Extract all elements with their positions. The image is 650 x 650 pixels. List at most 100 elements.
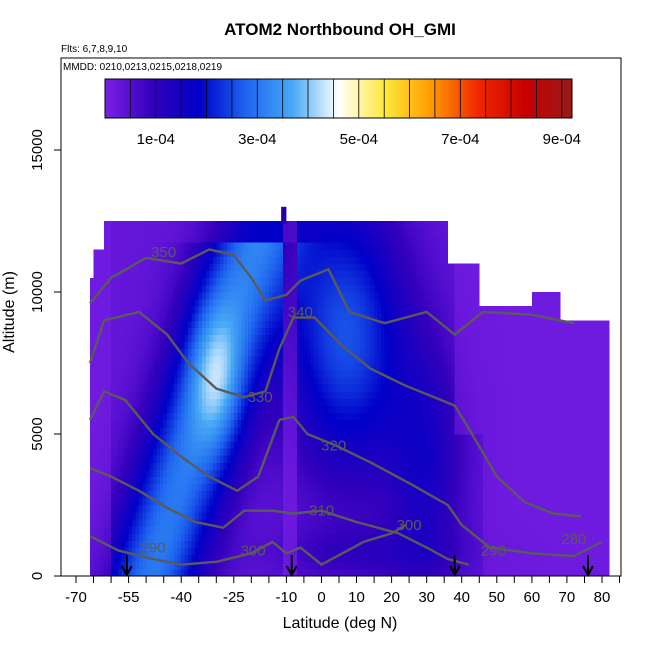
- heatmap-cell: [118, 441, 122, 449]
- heatmap-cell: [289, 299, 294, 307]
- heatmap-cell: [279, 519, 284, 527]
- heatmap-cell: [114, 568, 119, 576]
- heatmap-cell: [156, 441, 161, 449]
- heatmap-cell: [279, 554, 284, 563]
- heatmap-cell: [240, 221, 245, 229]
- heatmap-cell: [156, 540, 161, 548]
- heatmap-cell: [142, 306, 147, 314]
- heatmap-cell: [244, 490, 249, 499]
- heatmap-cell: [128, 370, 133, 378]
- heatmap-cell: [433, 363, 438, 371]
- heatmap-cell: [279, 249, 284, 257]
- heatmap-cell: [97, 455, 101, 463]
- heatmap-cell: [342, 313, 347, 321]
- heatmap-cell: [307, 377, 312, 385]
- heatmap-cell: [181, 505, 186, 513]
- heatmap-cell: [339, 228, 343, 236]
- heatmap-cell: [244, 526, 249, 534]
- heatmap-cell: [128, 505, 133, 513]
- heatmap-cell: [188, 341, 193, 350]
- heatmap-cell: [90, 441, 94, 449]
- heatmap-cell: [118, 483, 122, 492]
- heatmap-cell: [388, 327, 392, 335]
- heatmap-cell: [339, 469, 343, 477]
- heatmap-cell: [163, 448, 168, 456]
- heatmap-cell: [135, 533, 140, 541]
- heatmap-cell: [93, 348, 98, 357]
- heatmap-cell: [321, 327, 326, 335]
- heatmap-cell: [114, 306, 119, 314]
- heatmap-cell: [328, 448, 333, 456]
- heatmap-cell: [419, 348, 424, 357]
- heatmap-cell: [223, 419, 228, 428]
- heatmap-cell: [363, 497, 368, 506]
- heatmap-cell: [132, 355, 137, 364]
- heatmap-cell: [303, 355, 308, 364]
- heatmap-cell: [223, 313, 228, 321]
- heatmap-cell: [268, 249, 273, 257]
- heatmap-cell: [188, 490, 193, 499]
- heatmap-cell: [331, 448, 336, 456]
- heatmap-cell: [391, 320, 396, 328]
- heatmap-cell: [412, 398, 417, 406]
- heatmap-cell: [272, 221, 277, 229]
- heatmap-cell: [254, 490, 259, 499]
- heatmap-cell: [419, 568, 424, 576]
- heatmap-cell: [142, 341, 147, 350]
- heatmap-cell: [384, 355, 389, 364]
- heatmap-cell: [398, 561, 403, 570]
- heatmap-cell: [416, 221, 421, 229]
- heatmap-cell: [289, 256, 294, 264]
- heatmap-cell: [289, 490, 294, 499]
- heatmap-cell: [433, 221, 438, 229]
- heatmap-cell: [261, 313, 266, 321]
- heatmap-cell: [335, 235, 340, 243]
- heatmap-cell: [205, 405, 210, 414]
- heatmap-cell: [307, 348, 312, 357]
- heatmap-cell: [328, 462, 333, 470]
- heatmap-cell: [244, 405, 249, 414]
- heatmap-cell: [423, 426, 428, 435]
- heatmap-cell: [384, 384, 389, 392]
- heatmap-cell: [104, 554, 108, 563]
- heatmap-cell: [275, 554, 280, 563]
- heatmap-cell: [251, 348, 256, 357]
- heatmap-cell: [247, 469, 252, 477]
- heatmap-cell: [310, 519, 315, 527]
- heatmap-cell: [360, 462, 364, 470]
- heatmap-cell: [142, 384, 147, 392]
- heatmap-cell: [398, 228, 403, 236]
- heatmap-cell: [353, 505, 357, 513]
- heatmap-cell: [184, 320, 189, 328]
- heatmap-cell: [226, 270, 231, 279]
- heatmap-cell: [114, 348, 119, 357]
- heatmap-cell: [195, 391, 200, 399]
- heatmap-cell: [237, 235, 242, 243]
- heatmap-cell: [391, 242, 396, 250]
- heatmap-cell: [335, 263, 340, 272]
- heatmap-cell: [409, 419, 414, 428]
- heatmap-cell: [342, 292, 347, 300]
- heatmap-cell: [247, 476, 252, 485]
- heatmap-cell: [303, 292, 308, 300]
- heatmap-cell: [395, 391, 400, 399]
- heatmap-cell: [251, 313, 256, 321]
- heatmap-cell: [139, 519, 144, 527]
- heatmap-cell: [423, 526, 428, 534]
- heatmap-cell: [391, 256, 396, 264]
- heatmap-cell: [198, 277, 203, 286]
- heatmap-cell: [405, 235, 410, 243]
- heatmap-cell: [132, 292, 137, 300]
- heatmap-cell: [423, 299, 428, 307]
- heatmap-cell: [219, 370, 224, 378]
- heatmap-cell: [363, 426, 368, 435]
- heatmap-cell: [405, 441, 410, 449]
- heatmap-cell: [216, 370, 221, 378]
- heatmap-cell: [230, 384, 235, 392]
- heatmap-cell: [146, 221, 151, 229]
- heatmap-cell: [111, 426, 115, 435]
- heatmap-cell: [398, 476, 403, 485]
- heatmap-cell: [405, 526, 410, 534]
- heatmap-cell: [289, 355, 294, 364]
- heatmap-cell: [146, 434, 151, 442]
